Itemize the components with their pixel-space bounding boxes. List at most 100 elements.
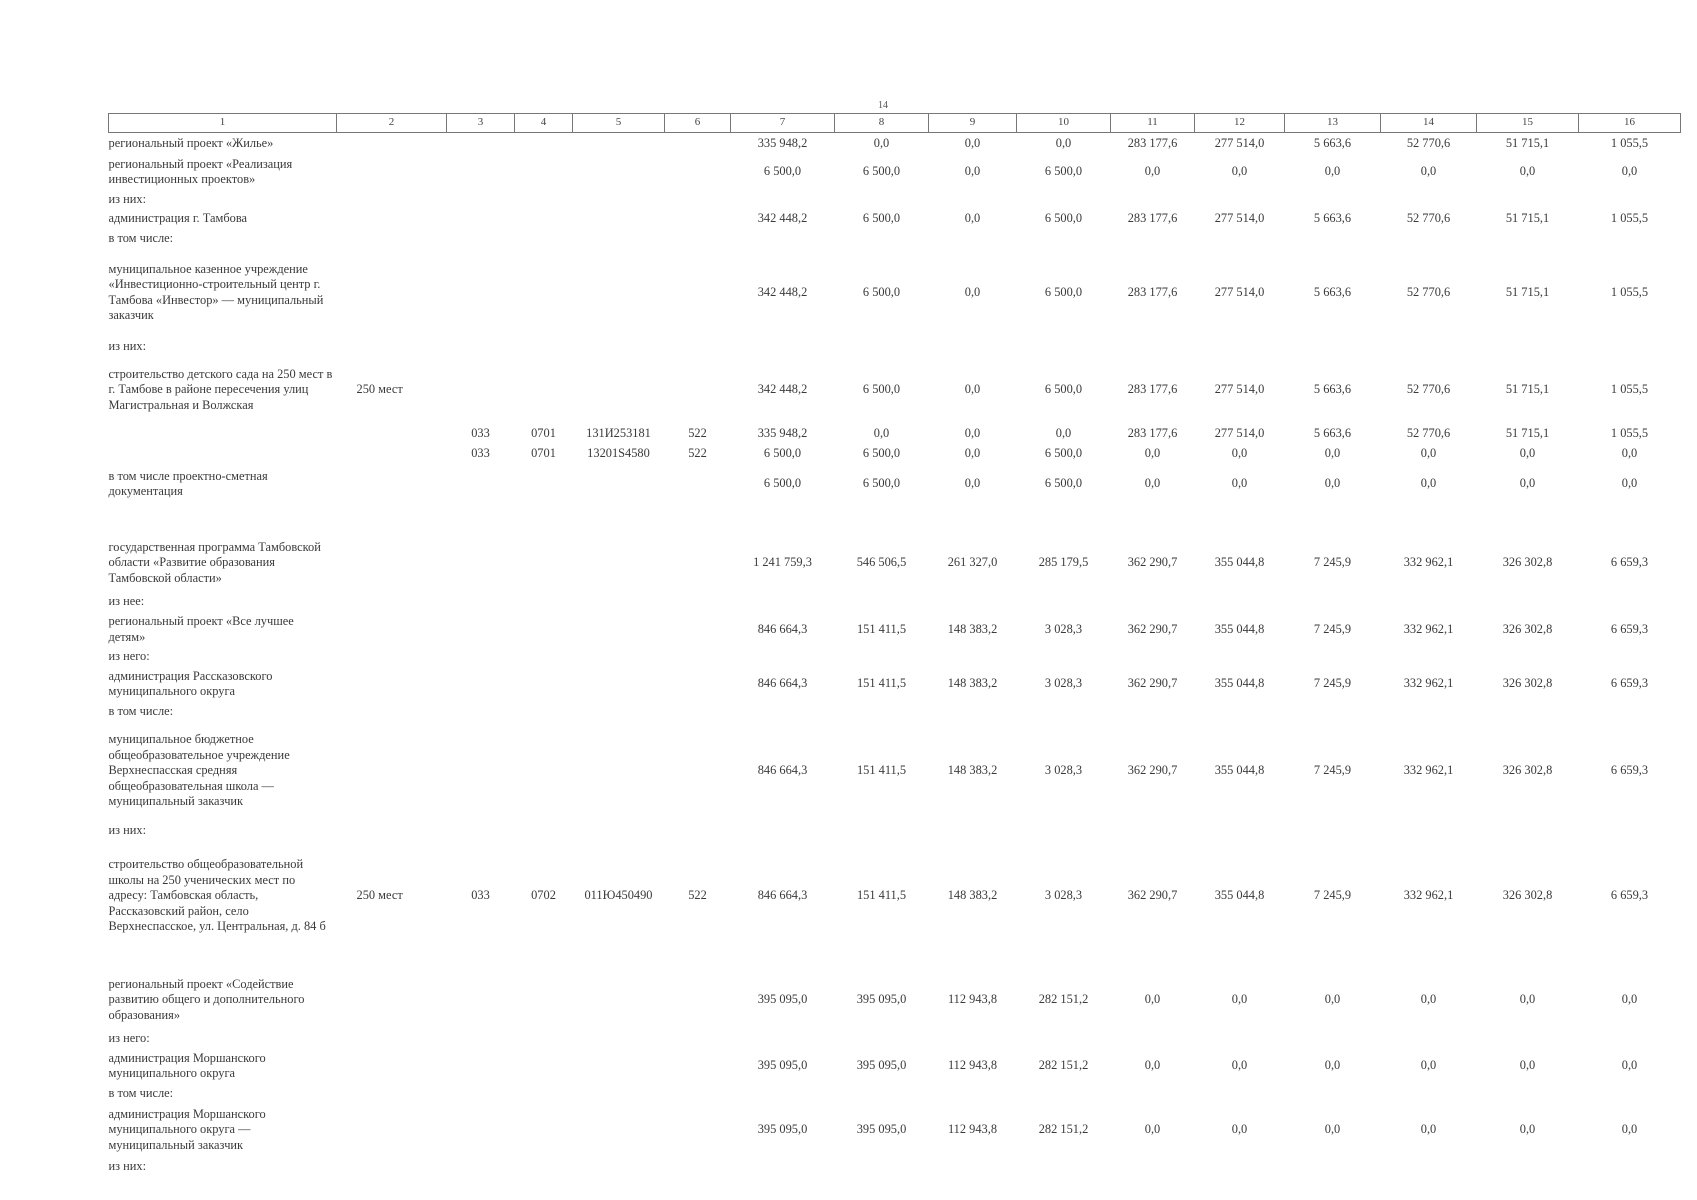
value-cell-col14: 332 962,1 xyxy=(1403,621,1454,636)
code-section-cell xyxy=(515,951,573,971)
value-cell-col14: 52 770,6 xyxy=(1406,382,1451,397)
capacity-cell xyxy=(337,444,447,464)
value-cell-col15: 0,0 xyxy=(1519,992,1536,1007)
value-cell-col15 xyxy=(1477,1084,1579,1104)
capacity-cell: 250 мест xyxy=(356,382,403,397)
value-cell-col13 xyxy=(1285,647,1381,667)
value-cell-col11: 362 290,7 xyxy=(1127,555,1178,570)
code-expense-type-cell xyxy=(665,647,731,667)
row-name: из него: xyxy=(108,1031,150,1045)
value-cell-col7: 335 948,2 xyxy=(757,426,808,441)
code-gp-cell xyxy=(447,1157,515,1177)
code-expense-type-cell xyxy=(665,1103,731,1157)
value-cell-col9 xyxy=(929,951,1017,971)
value-cell-col10: 285 179,5 xyxy=(1038,555,1089,570)
value-cell-col7 xyxy=(731,951,835,971)
value-cell-col10 xyxy=(1017,1157,1111,1177)
value-cell-col12: 277 514,0 xyxy=(1214,382,1265,397)
value-cell-col10 xyxy=(1017,337,1111,357)
value-cell-col15: 0,0 xyxy=(1519,446,1536,461)
value-cell-col16: 1 055,5 xyxy=(1610,426,1649,441)
code-section-cell: 0701 xyxy=(531,426,556,441)
code-section-cell xyxy=(515,612,573,647)
column-header-13: 13 xyxy=(1284,113,1381,133)
code-expense-type-cell xyxy=(665,1157,731,1177)
value-cell-col14 xyxy=(1381,592,1477,612)
value-cell-col11: 283 177,6 xyxy=(1127,382,1178,397)
value-cell-col13: 7 245,9 xyxy=(1313,555,1352,570)
code-expense-type-cell xyxy=(665,464,731,504)
value-cell-col12 xyxy=(1195,1029,1285,1049)
value-cell-col11: 283 177,6 xyxy=(1127,136,1178,150)
code-gp-cell xyxy=(447,971,515,1029)
code-section-cell xyxy=(515,190,573,210)
value-cell-col8 xyxy=(835,821,929,841)
value-cell-col8 xyxy=(835,951,929,971)
table-row: муниципальное бюджетное общеобразователь… xyxy=(109,721,1681,821)
row-name: администрация г. Тамбова xyxy=(108,211,248,226)
code-section-cell xyxy=(515,647,573,667)
value-cell-col11: 362 290,7 xyxy=(1127,763,1178,778)
value-cell-col16: 1 055,5 xyxy=(1610,136,1649,150)
value-cell-col10: 6 500,0 xyxy=(1044,476,1083,491)
value-cell-col12: 355 044,8 xyxy=(1214,763,1265,778)
value-cell-col10: 0,0 xyxy=(1055,426,1072,441)
value-cell-col11 xyxy=(1111,821,1195,841)
table-row: строительство общеобразовательной школы … xyxy=(109,841,1681,951)
value-cell-col14 xyxy=(1381,229,1477,249)
value-cell-col9: 261 327,0 xyxy=(947,555,998,570)
value-cell-col11 xyxy=(1111,229,1195,249)
value-cell-col9 xyxy=(929,1157,1017,1177)
code-target-article-cell xyxy=(573,249,665,337)
value-cell-col14: 52 770,6 xyxy=(1406,284,1451,299)
value-cell-col15 xyxy=(1477,951,1579,971)
value-cell-col8 xyxy=(835,504,929,534)
value-cell-col7: 6 500,0 xyxy=(763,164,802,179)
value-cell-col16: 6 659,3 xyxy=(1610,555,1649,570)
value-cell-col14 xyxy=(1381,647,1477,667)
code-target-article-cell xyxy=(573,190,665,210)
value-cell-col9: 0,0 xyxy=(964,476,981,491)
value-cell-col11 xyxy=(1111,1157,1195,1177)
value-cell-col10 xyxy=(1017,229,1111,249)
code-gp-cell xyxy=(447,592,515,612)
code-target-article-cell xyxy=(573,647,665,667)
capacity-cell xyxy=(337,424,447,444)
value-cell-col10 xyxy=(1017,190,1111,210)
code-expense-type-cell xyxy=(665,667,731,702)
value-cell-col15 xyxy=(1477,190,1579,210)
value-cell-col13: 5 663,6 xyxy=(1313,211,1352,226)
value-cell-col10 xyxy=(1017,951,1111,971)
value-cell-col10 xyxy=(1017,647,1111,667)
code-target-article-cell xyxy=(573,133,665,155)
value-cell-col15: 0,0 xyxy=(1519,1122,1536,1137)
value-cell-col11 xyxy=(1111,337,1195,357)
value-cell-col9: 0,0 xyxy=(964,136,981,150)
value-cell-col14 xyxy=(1381,821,1477,841)
column-header-1: 1 xyxy=(108,113,337,133)
row-name: из нее: xyxy=(108,594,145,609)
capacity-cell xyxy=(337,155,447,190)
value-cell-col11: 362 290,7 xyxy=(1127,676,1178,691)
value-cell-col9: 0,0 xyxy=(964,284,981,299)
table-row: государственная программа Тамбовской обл… xyxy=(109,534,1681,592)
value-cell-col7: 846 664,3 xyxy=(757,621,808,636)
code-expense-type-cell xyxy=(665,721,731,821)
value-cell-col14: 52 770,6 xyxy=(1406,136,1451,150)
value-cell-col8: 151 411,5 xyxy=(856,621,907,636)
table-row: из них: xyxy=(109,1157,1681,1177)
row-name: из них: xyxy=(108,823,147,838)
capacity-cell xyxy=(337,647,447,667)
code-section-cell xyxy=(515,155,573,190)
value-cell-col7 xyxy=(731,821,835,841)
value-cell-col10 xyxy=(1017,1084,1111,1104)
capacity-cell xyxy=(337,190,447,210)
capacity-cell xyxy=(337,229,447,249)
table-row: строительство детского сада на 250 мест … xyxy=(109,356,1681,424)
code-expense-type-cell xyxy=(665,971,731,1029)
code-expense-type-cell: 522 xyxy=(688,446,707,461)
code-section-cell xyxy=(515,971,573,1029)
value-cell-col14: 332 962,1 xyxy=(1403,763,1454,778)
value-cell-col9 xyxy=(929,1029,1017,1049)
value-cell-col13: 7 245,9 xyxy=(1313,621,1352,636)
